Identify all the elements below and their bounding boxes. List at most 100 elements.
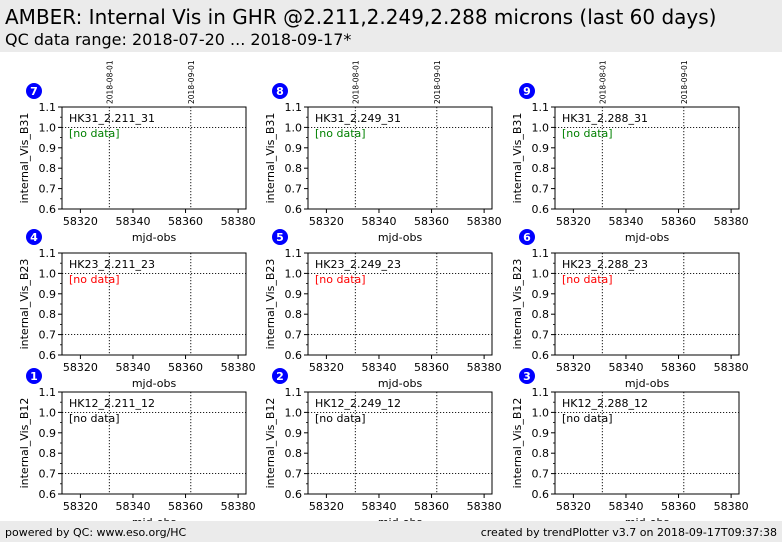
x-tick-label: 58360 (661, 361, 696, 374)
x-tick-label: 58340 (608, 215, 643, 228)
x-tick-label: 58360 (661, 500, 696, 513)
y-tick-label: 0.6 (39, 349, 57, 362)
x-tick-label: 58360 (414, 500, 449, 513)
y-tick-label: 0.8 (532, 447, 550, 460)
y-tick-label: 0.6 (39, 488, 57, 501)
y-tick-label: 1.0 (532, 406, 550, 419)
x-tick-label: 58360 (168, 361, 203, 374)
x-tick-label: 58380 (714, 215, 749, 228)
no-data-label: [no data] (69, 412, 120, 425)
y-tick-label: 1.0 (39, 406, 57, 419)
x-tick-label: 58380 (714, 361, 749, 374)
y-tick-label: 0.9 (532, 288, 550, 301)
date-marker-label: 2018-08-01 (105, 60, 114, 104)
header-bar: AMBER: Internal Vis in GHR @2.211,2.249,… (0, 0, 782, 52)
panel-number-label: 3 (523, 370, 531, 383)
x-tick-label: 58320 (63, 361, 98, 374)
x-tick-label: 58320 (63, 215, 98, 228)
panel-number-badge (519, 229, 535, 245)
y-tick-label: 0.6 (285, 488, 303, 501)
series-label: HK23_2.288_23 (562, 258, 648, 271)
y-tick-label: 0.7 (39, 329, 57, 342)
series-label: HK23_2.249_23 (315, 258, 401, 271)
y-tick-label: 1.0 (39, 267, 57, 280)
no-data-label: [no data] (315, 412, 366, 425)
chart-panel-2: 2 0.6 0.7 0.8 0.9 1.0 1.1 58320 58340 58360 58380 m… (264, 368, 502, 529)
panel-number-label: 4 (30, 231, 38, 244)
panel-number-label: 5 (276, 231, 284, 244)
x-tick-label: 58360 (414, 215, 449, 228)
y-tick-label: 0.6 (532, 488, 550, 501)
footer-bar: powered by QC: www.eso.org/HC created by… (0, 521, 782, 542)
y-tick-label: 1.0 (285, 267, 303, 280)
x-tick-label: 58340 (608, 500, 643, 513)
x-tick-label: 58380 (714, 500, 749, 513)
y-tick-label: 0.9 (532, 427, 550, 440)
no-data-label: [no data] (562, 412, 613, 425)
panel-number-badge (26, 368, 42, 384)
y-tick-label: 0.8 (532, 308, 550, 321)
y-tick-label: 0.8 (39, 308, 57, 321)
y-tick-label: 1.0 (285, 121, 303, 134)
date-marker-label: 2018-09-01 (187, 60, 196, 104)
y-tick-label: 0.6 (532, 349, 550, 362)
panel-number-badge (519, 368, 535, 384)
date-marker-label: 2018-09-01 (680, 60, 689, 104)
y-tick-label: 1.1 (532, 386, 550, 399)
y-tick-label: 0.6 (532, 203, 550, 216)
panel-number-label: 8 (276, 85, 284, 98)
panel-number-badge (26, 229, 42, 245)
chart-panel-3: 3 0.6 0.7 0.8 0.9 1.0 1.1 58320 58340 58360 58380 m… (511, 368, 749, 529)
y-tick-label: 0.8 (532, 162, 550, 175)
x-tick-label: 58340 (115, 361, 150, 374)
y-tick-label: 0.7 (285, 468, 303, 481)
date-marker-label: 2018-08-01 (351, 60, 360, 104)
y-tick-label: 0.9 (39, 288, 57, 301)
x-tick-label: 58320 (556, 500, 591, 513)
y-tick-label: 1.1 (532, 247, 550, 260)
x-tick-label: 58320 (556, 361, 591, 374)
y-tick-label: 1.0 (39, 121, 57, 134)
y-tick-label: 1.0 (532, 267, 550, 280)
series-label: HK31_2.211_31 (69, 112, 155, 125)
no-data-label: [no data] (69, 127, 120, 140)
y-tick-label: 0.8 (285, 308, 303, 321)
y-tick-label: 1.1 (39, 247, 57, 260)
y-tick-label: 0.7 (532, 183, 550, 196)
date-marker-label: 2018-08-01 (598, 60, 607, 104)
panel-number-badge (26, 83, 42, 99)
chart-panel-7: 7 2018-08-01 2018-09-01 0.6 0.7 0.8 0.9 1.0 1.1 5… (18, 60, 256, 244)
x-tick-label: 58320 (63, 500, 98, 513)
y-axis-label: internal_Vis_B23 (511, 259, 524, 350)
x-tick-label: 58340 (361, 500, 396, 513)
panel-number-badge (272, 368, 288, 384)
chart-panel-9: 9 2018-08-01 2018-09-01 0.6 0.7 0.8 0.9 1.0 1.1 5… (511, 60, 749, 244)
y-axis-label: internal_Vis_B12 (264, 398, 277, 489)
x-tick-label: 58380 (221, 500, 256, 513)
y-tick-label: 1.0 (532, 121, 550, 134)
x-axis-label: mjd-obs (378, 377, 423, 390)
chart-panel-4: 4 0.6 0.7 0.8 0.9 1.0 1.1 58320 58340 58360 58380 m… (18, 229, 256, 390)
panel-number-badge (519, 83, 535, 99)
series-label: HK23_2.211_23 (69, 258, 155, 271)
y-tick-label: 0.9 (532, 142, 550, 155)
x-tick-label: 58340 (361, 361, 396, 374)
x-tick-label: 58320 (309, 361, 344, 374)
y-tick-label: 0.9 (285, 288, 303, 301)
x-tick-label: 58340 (115, 500, 150, 513)
y-tick-label: 1.1 (285, 101, 303, 114)
y-axis-label: internal_Vis_B23 (264, 259, 277, 350)
y-axis-label: internal_Vis_B31 (264, 113, 277, 204)
y-axis-label: internal_Vis_B12 (18, 398, 31, 489)
x-axis-label: mjd-obs (132, 377, 177, 390)
chart-panel-5: 5 0.6 0.7 0.8 0.9 1.0 1.1 58320 58340 58360 58380 m… (264, 229, 502, 390)
x-tick-label: 58380 (221, 215, 256, 228)
no-data-label: [no data] (315, 127, 366, 140)
no-data-label: [no data] (69, 273, 120, 286)
series-label: HK12_2.211_12 (69, 397, 155, 410)
y-tick-label: 0.8 (39, 162, 57, 175)
y-tick-label: 0.9 (39, 142, 57, 155)
x-axis-label: mjd-obs (132, 231, 177, 244)
y-tick-label: 0.7 (532, 468, 550, 481)
y-tick-label: 1.1 (285, 386, 303, 399)
